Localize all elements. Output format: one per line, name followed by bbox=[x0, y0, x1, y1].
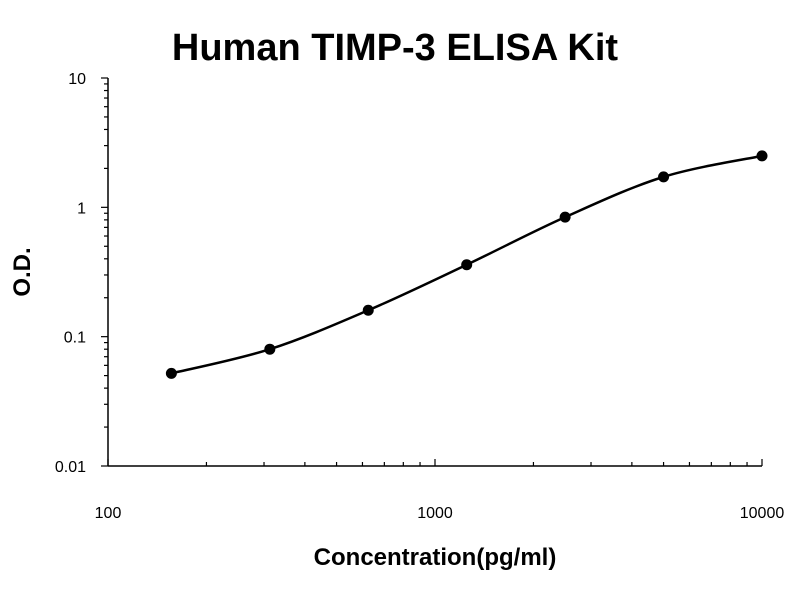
x-axis-title: Concentration(pg/ml) bbox=[314, 544, 557, 571]
data-point bbox=[559, 211, 571, 223]
y-tick-label: 1 bbox=[77, 200, 86, 217]
data-point bbox=[461, 259, 473, 271]
data-points bbox=[165, 150, 768, 379]
chart-title: Human TIMP-3 ELISA Kit bbox=[172, 27, 619, 69]
data-point bbox=[362, 304, 374, 316]
x-tick-label: 100 bbox=[95, 505, 122, 522]
y-axis-title: O.D. bbox=[9, 247, 36, 296]
y-tick-label: 0.01 bbox=[55, 459, 86, 476]
data-point bbox=[165, 367, 177, 379]
data-point bbox=[756, 150, 768, 162]
y-tick-label: 0.1 bbox=[64, 330, 86, 347]
x-tick-label: 1000 bbox=[417, 505, 453, 522]
x-tick-label: 10000 bbox=[740, 505, 785, 522]
data-point bbox=[264, 343, 276, 355]
y-tick-label: 10 bbox=[68, 71, 86, 88]
data-point bbox=[658, 171, 670, 183]
axes: 0.01 0.1 1 10 100 1000 10000 bbox=[55, 71, 784, 522]
